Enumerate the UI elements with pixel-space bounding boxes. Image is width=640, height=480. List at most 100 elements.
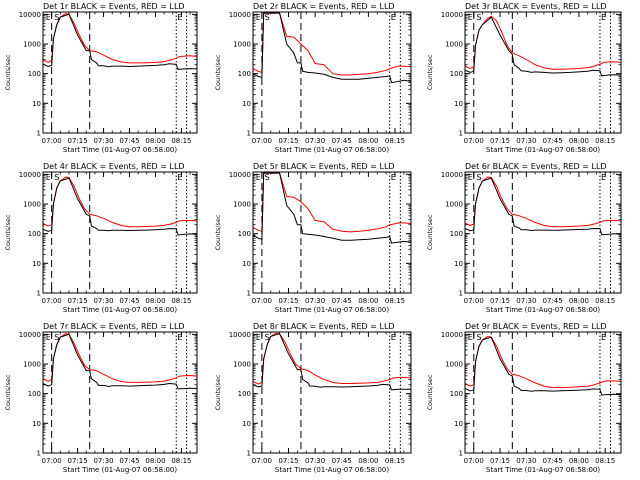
y-tick-label: 100 [450,70,463,78]
x-tick-label: 07:00 [42,457,62,465]
plot-frame [252,171,412,294]
y-tick-label: 1000 [23,41,41,49]
x-tick-label: 08:15 [385,297,405,305]
events-series-line [43,13,197,70]
y-tick-label: 1 [37,450,41,458]
detector-panel-4: Det 4r BLACK = Events, RED = LLD Counts/s… [4,162,198,314]
y-tick-label: 1000 [233,361,251,369]
y-tick-label: 1 [37,290,41,298]
detector-panel-8: Det 8r BLACK = Events, RED = LLD Counts/s… [214,322,412,474]
x-axis-title: Start Time (01-Aug-07 06:58:00) [275,466,389,474]
marker-flag-label: E [46,333,51,342]
y-tick-label: 10 [242,260,251,268]
detector-panel-2: Det 2r BLACK = Events, RED = LLD Counts/s… [214,2,412,154]
plot-frame [42,171,198,294]
x-tick-label: 07:00 [252,457,272,465]
y-tick-label: 1000 [233,201,251,209]
x-tick-label: 07:00 [42,297,62,305]
marker-flag-label: E [177,333,182,342]
y-tick-label: 100 [238,230,251,238]
plot-frame [464,11,622,134]
x-tick-label: 07:30 [516,457,536,465]
x-tick-label: 08:00 [358,297,378,305]
y-tick-label: 10 [454,420,463,428]
x-tick-label: 07:45 [332,457,352,465]
plot-frame [252,331,412,454]
panel-title: Det 1r BLACK = Events, RED = LLD [43,2,185,11]
x-axis-title: Start Time (01-Aug-07 06:58:00) [275,306,389,314]
x-axis-title: Start Time (01-Aug-07 06:58:00) [486,146,600,154]
marker-flag-label: E [468,173,473,182]
x-tick-label: 07:45 [332,297,352,305]
x-tick-label: 08:00 [145,137,165,145]
marker-flag-label: E [601,13,606,22]
x-tick-label: 07:30 [305,297,325,305]
y-tick-label: 10 [32,100,41,108]
x-tick-label: 08:15 [171,297,191,305]
y-tick-label: 10000 [19,11,41,19]
x-tick-label: 07:15 [490,137,510,145]
lld-series-line [465,176,621,228]
panel-title: Det 6r BLACK = Events, RED = LLD [465,162,607,171]
marker-flag-label: E [46,13,51,22]
y-tick-label: 1 [459,130,463,138]
x-tick-label: 07:30 [305,457,325,465]
y-tick-label: 10 [242,420,251,428]
y-tick-label: 100 [238,390,251,398]
y-tick-label: 100 [28,390,41,398]
events-series-line [43,177,197,236]
plot-area [253,172,411,244]
y-tick-label: 10000 [441,331,463,339]
y-tick-label: 10000 [441,171,463,179]
x-tick-label: 07:30 [93,297,113,305]
detector-panel-5: Det 5r BLACK = Events, RED = LLD Counts/s… [214,162,412,314]
y-tick-label: 10 [32,260,41,268]
y-axis-label: Counts/sec [4,374,12,410]
y-tick-label: 10000 [229,11,251,19]
x-tick-label: 08:00 [145,297,165,305]
panel-title: Det 2r BLACK = Events, RED = LLD [253,2,395,11]
y-tick-label: 100 [238,70,251,78]
y-tick-label: 1 [247,450,251,458]
y-tick-label: 100 [28,230,41,238]
x-tick-label: 08:15 [171,137,191,145]
x-tick-label: 07:00 [252,297,272,305]
x-tick-label: 07:30 [516,137,536,145]
y-tick-label: 1000 [445,201,463,209]
y-tick-label: 100 [450,230,463,238]
x-tick-label: 07:45 [119,137,139,145]
y-tick-label: 10000 [19,171,41,179]
marker-flag-label: E [391,173,396,182]
x-axis-title: Start Time (01-Aug-07 06:58:00) [486,466,600,474]
y-axis-label: Counts/sec [214,54,222,90]
lld-series-line [43,176,197,228]
marker-flag-label: E [256,333,261,342]
plot-area [43,176,197,236]
x-tick-label: 08:15 [595,297,615,305]
x-tick-label: 08:00 [145,457,165,465]
plot-frame [464,171,622,294]
plot-area [43,13,197,70]
y-tick-label: 10000 [441,11,463,19]
x-tick-label: 07:45 [543,457,563,465]
x-tick-label: 07:15 [278,137,298,145]
lld-series-line [253,332,411,385]
y-tick-label: 1 [459,290,463,298]
detector-panel-7: Det 7r BLACK = Events, RED = LLD Counts/s… [4,322,198,474]
y-axis-label: Counts/sec [426,374,434,410]
y-tick-label: 10000 [229,171,251,179]
events-series-line [253,333,411,391]
x-tick-label: 07:00 [42,137,62,145]
lld-series-line [253,12,411,76]
x-tick-label: 08:15 [595,457,615,465]
x-tick-label: 07:45 [119,297,139,305]
plot-frame [464,331,622,454]
x-tick-label: 07:00 [252,137,272,145]
x-tick-label: 07:15 [278,297,298,305]
marker-flag-label: E [46,173,51,182]
y-tick-label: 1000 [23,361,41,369]
y-tick-label: 10000 [19,331,41,339]
y-tick-label: 1 [37,130,41,138]
y-tick-label: 1 [247,130,251,138]
x-tick-label: 07:00 [464,457,484,465]
